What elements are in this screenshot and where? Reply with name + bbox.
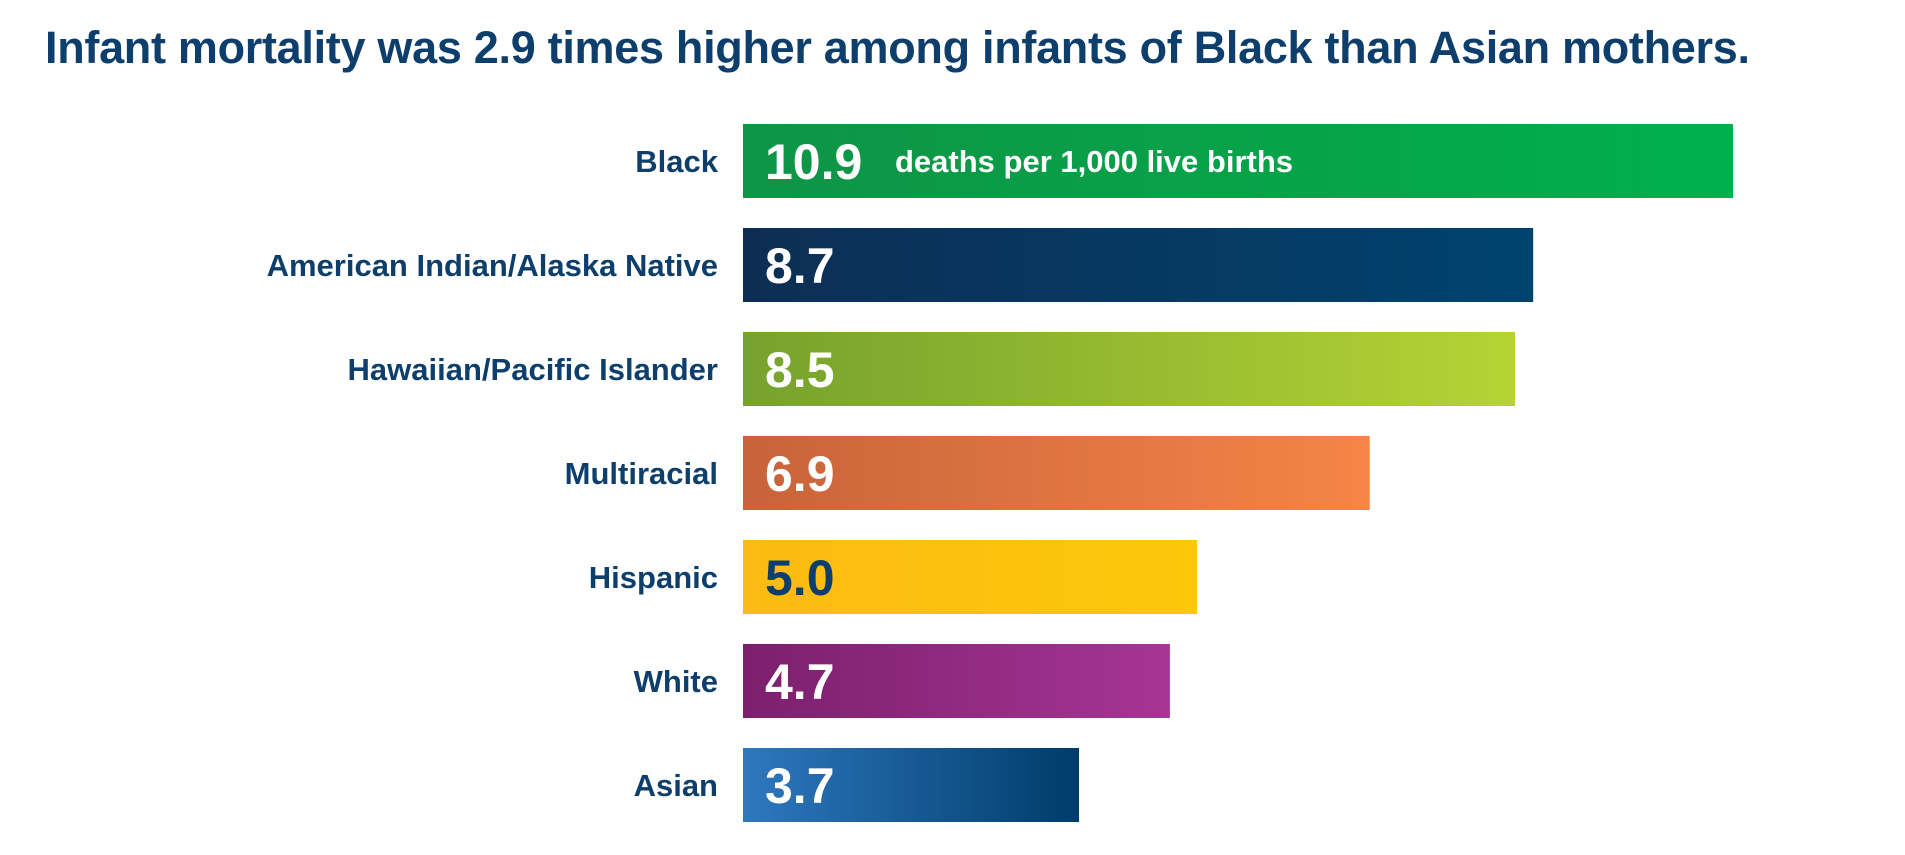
category-label-american-indian-alaska-native: American Indian/Alaska Native xyxy=(267,248,718,283)
bar-multiracial xyxy=(743,436,1370,510)
bar-white xyxy=(743,644,1170,718)
value-label-white: 4.7 xyxy=(765,654,835,710)
value-label-american-indian-alaska-native: 8.7 xyxy=(765,238,835,294)
value-label-hispanic: 5.0 xyxy=(765,550,835,606)
category-label-hispanic: Hispanic xyxy=(589,560,718,595)
category-label-asian: Asian xyxy=(634,768,718,803)
value-label-black: 10.9 xyxy=(765,134,862,190)
bar-american-indian-alaska-native xyxy=(743,228,1534,302)
bar-hawaiian-pacific-islander xyxy=(743,332,1516,406)
chart-title: Infant mortality was 2.9 times higher am… xyxy=(45,22,1750,73)
bar-asian xyxy=(743,748,1080,822)
bar-black xyxy=(743,124,1733,198)
category-label-multiracial: Multiracial xyxy=(565,456,718,491)
category-label-white: White xyxy=(634,664,718,699)
value-label-hawaiian-pacific-islander: 8.5 xyxy=(765,342,835,398)
value-label-multiracial: 6.9 xyxy=(765,446,835,502)
bar-hispanic xyxy=(743,540,1198,614)
value-label-asian: 3.7 xyxy=(765,758,835,814)
category-label-black: Black xyxy=(635,144,718,179)
unit-label: deaths per 1,000 live births xyxy=(895,144,1293,179)
category-label-hawaiian-pacific-islander: Hawaiian/Pacific Islander xyxy=(348,352,718,387)
